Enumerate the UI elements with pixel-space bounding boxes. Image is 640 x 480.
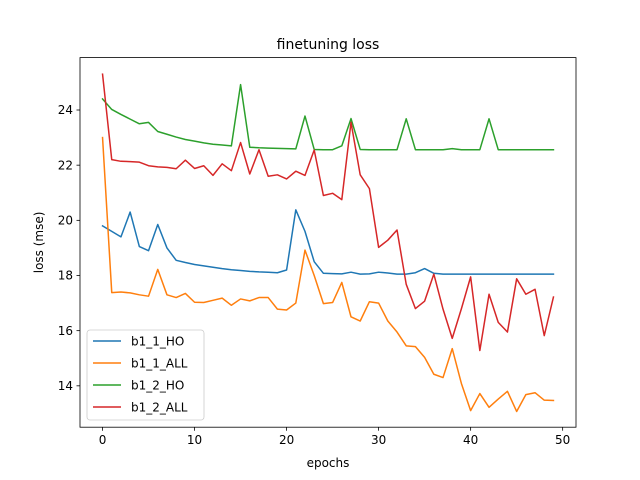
y-axis-label: loss (mse)	[32, 212, 46, 274]
legend-label-b1_1_HO: b1_1_HO	[131, 335, 184, 349]
plot-frame	[79, 57, 577, 428]
x-tick-label: 0	[99, 433, 107, 447]
y-tick-label: 14	[58, 379, 73, 393]
y-tick-label: 18	[58, 269, 73, 283]
legend: b1_1_HO b1_1_ALL b1_2_HO b1_2_ALL	[86, 329, 205, 421]
x-tick-label: 10	[187, 433, 202, 447]
legend-label-b1_2_ALL: b1_2_ALL	[131, 401, 188, 415]
y-tick-label: 20	[58, 214, 73, 228]
x-axis-label: epochs	[307, 456, 350, 470]
y-tick-label: 24	[58, 103, 73, 117]
x-tick-label: 30	[371, 433, 386, 447]
x-tick-label: 40	[463, 433, 478, 447]
y-tick-label: 16	[58, 324, 73, 338]
x-axis-ticks: 0 10 20 30 40 50	[99, 427, 570, 447]
series-line-b1_1_HO	[101, 209, 555, 275]
series-line-b1_2_ALL	[101, 73, 555, 352]
x-tick-label: 50	[555, 433, 570, 447]
chart-title: finetuning loss	[277, 37, 380, 53]
x-tick-label: 20	[279, 433, 294, 447]
series-line-b1_2_HO	[101, 83, 555, 151]
legend-label-b1_2_HO: b1_2_HO	[131, 379, 184, 393]
y-axis-ticks: 14 16 18 20 22 24	[58, 103, 80, 393]
legend-label-b1_1_ALL: b1_1_ALL	[131, 357, 188, 371]
legend-box	[86, 329, 205, 421]
plot-lines	[101, 73, 555, 413]
series-line-b1_1_ALL	[101, 136, 555, 413]
y-tick-label: 22	[58, 158, 73, 172]
